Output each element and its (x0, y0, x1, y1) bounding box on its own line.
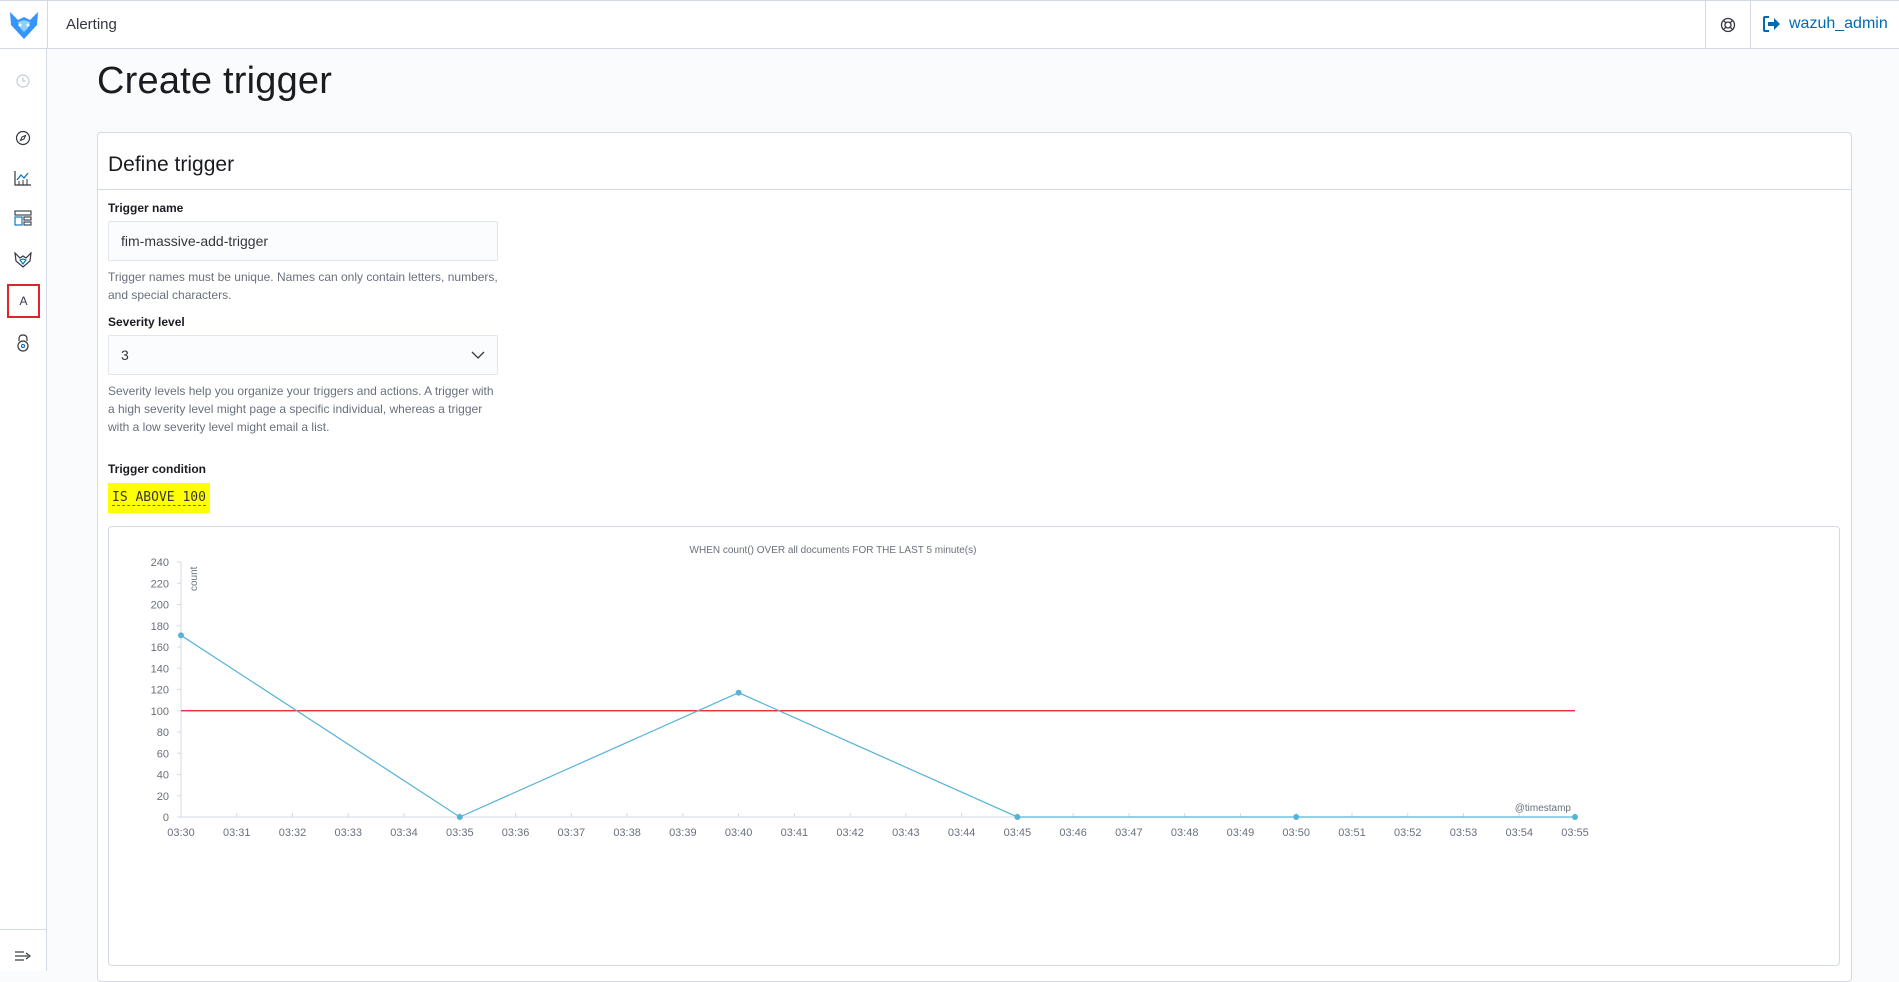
x-tick-label: 03:38 (613, 827, 641, 839)
dock-collapse-icon[interactable] (8, 941, 38, 971)
recent-icon[interactable] (8, 66, 38, 96)
alerting-icon[interactable]: A (7, 284, 40, 318)
x-tick-label: 03:52 (1394, 827, 1422, 839)
x-tick-label: 03:46 (1059, 827, 1087, 839)
y-tick-label: 40 (157, 770, 169, 782)
x-tick-label: 03:33 (335, 827, 363, 839)
chevron-down-icon (471, 351, 485, 359)
x-tick-label: 03:32 (279, 827, 307, 839)
y-tick-label: 80 (157, 727, 169, 739)
x-tick-label: 03:44 (948, 827, 976, 839)
data-point (735, 689, 742, 696)
trigger-name-input[interactable]: fim-massive-add-trigger (108, 221, 498, 261)
x-tick-label: 03:50 (1282, 827, 1310, 839)
severity-select[interactable]: 3 (108, 335, 498, 375)
x-tick-label: 03:31 (223, 827, 251, 839)
chart-title: WHEN count() OVER all documents FOR THE … (690, 545, 977, 556)
y-tick-label: 220 (151, 578, 169, 590)
trigger-chart: WHEN count() OVER all documents FOR THE … (108, 526, 1840, 966)
help-icon (1720, 17, 1736, 33)
data-point (1293, 814, 1300, 820)
x-tick-label: 03:55 (1561, 827, 1589, 839)
x-tick-label: 03:45 (1004, 827, 1032, 839)
data-point (1014, 814, 1021, 820)
x-tick-label: 03:51 (1338, 827, 1366, 839)
user-name[interactable]: wazuh_admin (1789, 15, 1888, 32)
y-tick-label: 240 (151, 557, 169, 569)
x-tick-label: 03:40 (725, 827, 753, 839)
panel-divider (98, 189, 1851, 190)
dashboard-icon[interactable] (8, 203, 38, 233)
side-nav: A (0, 49, 47, 971)
x-tick-label: 03:49 (1227, 827, 1255, 839)
chart-svg: WHEN count() OVER all documents FOR THE … (151, 545, 1589, 839)
x-tick-label: 03:48 (1171, 827, 1199, 839)
x-tick-label: 03:54 (1505, 827, 1533, 839)
y-axis-label: count (189, 566, 200, 591)
x-tick-label: 03:42 (836, 827, 864, 839)
logout-icon (1763, 16, 1780, 32)
x-tick-label: 03:37 (558, 827, 586, 839)
y-tick-label: 20 (157, 791, 169, 803)
help-button[interactable] (1705, 1, 1751, 49)
x-tick-label: 03:41 (781, 827, 809, 839)
logo-button[interactable] (0, 1, 48, 49)
severity-help: Severity levels help you organize your t… (108, 384, 494, 434)
x-tick-label: 03:36 (502, 827, 530, 839)
y-tick-label: 0 (163, 812, 169, 824)
x-tick-label: 03:30 (167, 827, 195, 839)
x-tick-label: 03:43 (892, 827, 920, 839)
y-tick-label: 120 (151, 685, 169, 697)
x-tick-label: 03:34 (390, 827, 418, 839)
data-point (1572, 814, 1578, 820)
x-tick-label: 03:47 (1115, 827, 1143, 839)
series-line (180, 634, 1575, 818)
page-title: Create trigger (97, 60, 333, 102)
define-trigger-panel: Define trigger Trigger name fim-massive-… (97, 132, 1852, 982)
x-tick-label: 03:53 (1450, 827, 1478, 839)
app-title: Alerting (66, 16, 117, 33)
y-tick-label: 180 (151, 621, 169, 633)
y-tick-label: 200 (151, 600, 169, 612)
data-point (456, 814, 463, 820)
y-tick-label: 160 (151, 642, 169, 654)
section-title: Define trigger (108, 153, 235, 176)
condition-label: Trigger condition (108, 462, 206, 476)
top-header: Alerting wazuh_admin (0, 0, 1899, 49)
security-icon[interactable] (8, 328, 38, 358)
y-tick-label: 100 (151, 706, 169, 718)
wazuh-wolf-logo-icon (9, 12, 38, 39)
trigger-name-label: Trigger name (108, 201, 184, 215)
nav-divider (0, 929, 47, 930)
visualize-icon[interactable] (8, 163, 38, 193)
x-axis-label: @timestamp (1515, 803, 1572, 814)
discover-icon[interactable] (8, 123, 38, 153)
trigger-name-help: Trigger names must be unique. Names can … (108, 270, 498, 302)
x-tick-label: 03:39 (669, 827, 697, 839)
y-tick-label: 140 (151, 663, 169, 675)
y-tick-label: 60 (157, 748, 169, 760)
condition-value: IS ABOVE 100 (112, 490, 206, 506)
x-tick-label: 03:35 (446, 827, 474, 839)
data-point (178, 632, 184, 639)
user-menu[interactable]: wazuh_admin (1763, 15, 1888, 33)
condition-expression[interactable]: IS ABOVE 100 (108, 483, 210, 513)
severity-label: Severity level (108, 315, 185, 329)
severity-value: 3 (121, 347, 129, 363)
wazuh-icon[interactable] (8, 245, 38, 275)
alerting-letter: A (19, 294, 28, 308)
